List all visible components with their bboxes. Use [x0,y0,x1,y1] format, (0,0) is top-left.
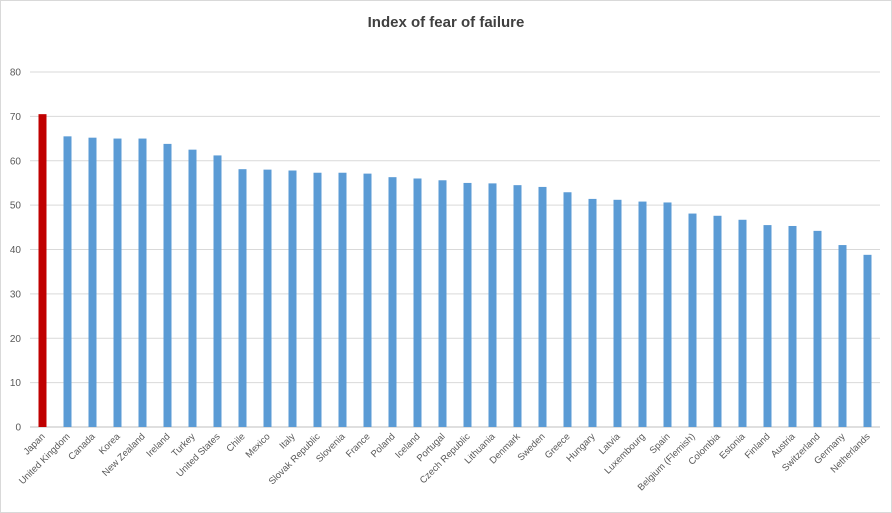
bar-united-kingdom [63,136,72,427]
bar-estonia [738,219,747,427]
bar-mexico [263,169,272,427]
y-tick-label: 70 [10,112,22,123]
y-tick-label: 20 [10,334,22,345]
bar-canada [88,137,97,428]
bar-hungary [588,198,597,427]
y-tick-label: 40 [10,245,22,256]
bar-spain [663,202,672,427]
bar-ireland [163,143,172,427]
bar-iceland [413,178,422,427]
bar-netherlands [863,254,872,427]
bar-portugal [438,180,447,427]
bar-finland [763,225,772,427]
category-label: Mexico [244,431,273,460]
bar-austria [788,225,797,427]
bar-luxembourg [638,201,647,427]
category-label: Ireland [144,431,172,459]
category-label: Sweden [516,431,548,463]
bar-sweden [538,186,547,427]
bar-switzerland [813,230,822,427]
y-axis-ticks: 0 10 20 30 40 50 60 70 80 [10,68,22,434]
bars [38,114,872,428]
bar-denmark [513,185,522,427]
y-tick-label: 0 [15,423,21,434]
y-tick-label: 10 [10,378,22,389]
category-label: Canada [66,431,98,463]
bar-new-zealand [138,138,147,427]
bar-germany [838,245,847,427]
category-label: Italy [278,431,298,451]
y-tick-label: 80 [10,68,22,79]
bar-korea [113,138,122,427]
bar-slovak-republic [313,172,322,427]
bar-chile [238,169,247,427]
category-label: France [344,431,373,460]
bar-slovenia [338,172,347,427]
bar-japan [38,114,47,427]
bar-colombia [713,215,722,427]
y-tick-label: 30 [10,289,22,300]
gridlines [30,71,880,428]
y-tick-label: 50 [10,201,22,212]
category-label: Finland [743,431,773,461]
bar-united-states [213,155,222,428]
bar-belgium-flemish [688,213,697,427]
bar-poland [388,177,397,427]
y-tick-label: 60 [10,156,22,167]
chart-title: Index of fear of failure [367,14,525,31]
bar-latvia [613,199,622,427]
bar-greece [563,192,572,427]
bar-france [363,173,372,427]
bar-italy [288,170,297,427]
bar-czech-republic [463,182,472,427]
category-label: Poland [369,431,398,460]
bar-lithuania [488,183,497,427]
bar-turkey [188,149,197,427]
category-label: Estonia [717,431,748,462]
